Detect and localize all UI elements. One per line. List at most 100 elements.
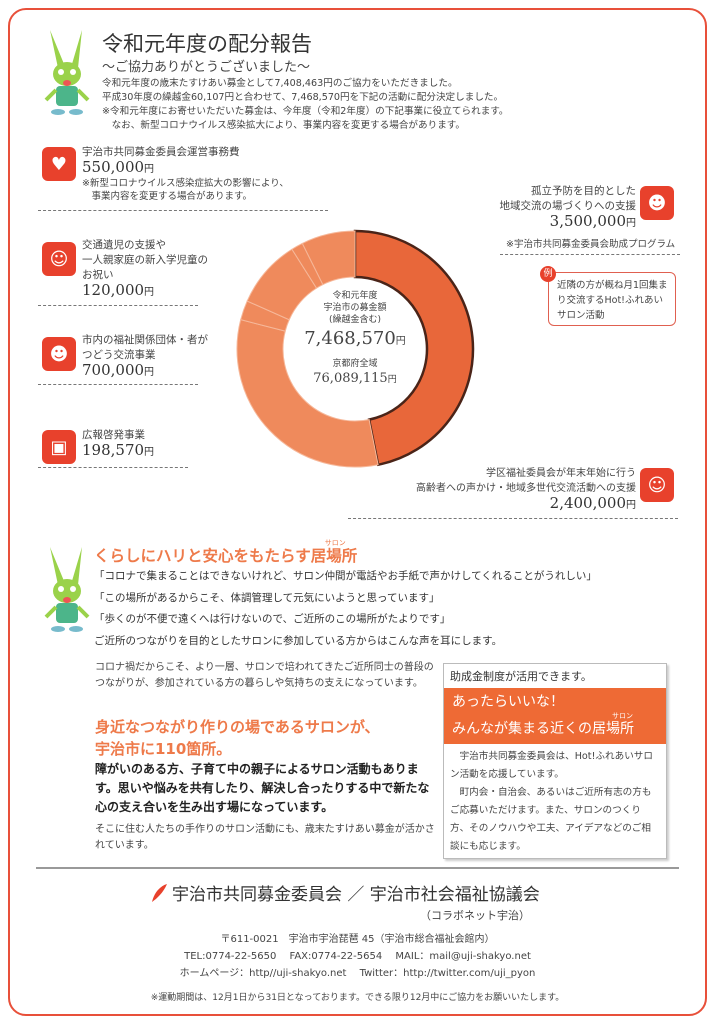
yen-unit: 円: [626, 500, 636, 511]
item-note: ※宇治市共同募金委員会助成プログラム: [506, 239, 676, 250]
yen-unit: 円: [144, 367, 155, 378]
intro-text: 令和元年度の歳末たすけあい募金として7,408,463円のご協力をいただきました…: [102, 77, 509, 133]
center-label: (繰越金含む): [328, 315, 382, 325]
donut-segment: [353, 229, 475, 467]
item-label: 孤立予防を目的とした 地域交流の場づくりへの支援: [499, 185, 637, 212]
donut-center: 令和元年度 宇治市の募金額 (繰越金含む) 7,468,570円 京都府全域 7…: [290, 290, 420, 386]
example-badge: 例: [540, 266, 556, 282]
item-label: 学区福祉委員会が年末年始に行う 高齢者への声かけ・地域多世代交流活動への支援: [416, 468, 636, 494]
quote: 「この場所があるからこそ、体調管理して元気にいようと思っています」: [94, 591, 440, 604]
group-icon: ☻: [42, 337, 76, 371]
quote: 「コロナで集まることはできないけれど、サロン仲間が電話やお手紙で声かけしてくれる…: [94, 570, 597, 582]
band-text: みんなが集まる近くの居場所: [452, 721, 634, 737]
page-subtitle: ～ご協力ありがとうございました～: [102, 60, 311, 75]
salon-title-text: くらしにハリと安心をもたらす: [94, 547, 311, 565]
footer-nickname: （コラボネット宇治）: [420, 909, 530, 922]
yen-unit: 円: [387, 375, 397, 385]
heading-line: 宇治市に110箇所。: [95, 740, 232, 758]
grant-box-head: 助成金制度が活用できます。: [450, 670, 592, 683]
presentation-icon: ▣: [42, 430, 76, 464]
center-label: 令和元年度: [332, 291, 378, 301]
donut-chart: [236, 229, 475, 468]
footer-address: 〒611-0021 宇治市宇治琵琶 45（宇治市総合福祉会館内）: [220, 934, 495, 945]
item-elderly-support: 学区福祉委員会が年末年始に行う 高齢者への声かけ・地域多世代交流活動への支援 2,…: [340, 466, 636, 513]
center-total2: 76,089,115円: [290, 371, 420, 386]
amount-value: 2,400,000: [549, 494, 626, 512]
leader-line: [38, 305, 198, 306]
item-operating-costs: 宇治市共同募金委員会運営事務費 550,000円 ※新型コロナウイルス感染症拡大の影…: [82, 145, 289, 203]
band-line: みんなが集まる近くの居場所 サロン: [452, 713, 658, 739]
amount-value: 550,000: [82, 158, 145, 176]
salon-count-heading: 身近なつながり作りの場であるサロンが、 宇治市に110箇所。: [95, 716, 380, 760]
heading-line: 身近なつながり作りの場であるサロンが、: [95, 718, 380, 736]
salon-title: くらしにハリと安心をもたらす サロン 居場所: [94, 539, 358, 566]
leader-line: [38, 210, 328, 211]
footer-contact[interactable]: TEL:0774-22-5650 FAX:0774-22-5654 MAIL：m…: [184, 951, 531, 962]
total-value: 7,468,570: [304, 328, 396, 349]
yen-unit: 円: [395, 336, 406, 347]
yen-unit: 円: [144, 164, 155, 175]
footer-period-note: ※運動期間は、12月1日から31日となっております。できる限り12月中にご協力を…: [150, 993, 565, 1003]
ruby: サロン: [324, 539, 346, 547]
item-amount: 2,400,000円: [340, 496, 636, 513]
donut-segment: [236, 319, 379, 468]
item-label: 宇治市共同募金委員会運営事務費: [82, 146, 240, 158]
item-note: ※新型コロナウイルス感染症拡大の影響により、 事業内容を変更する場合があります。: [82, 178, 289, 202]
center-label: 京都府全域: [332, 359, 378, 369]
footer-web-links[interactable]: ホームページ：http//uji-shakyo.net Twitter：http…: [179, 968, 536, 979]
example-bubble: 近隣の方が概ね月1回集まり交流するHot!ふれあいサロン活動: [548, 272, 676, 326]
child-icon: ☺: [42, 242, 76, 276]
amount-value: 120,000: [82, 281, 145, 299]
grant-info-box: 助成金制度が活用できます。 あったらいいな！ みんなが集まる近くの居場所 サロン 宇…: [443, 663, 667, 859]
amount-value: 700,000: [82, 361, 145, 379]
item-exchange-events: 市内の福祉関係団体・者が つどう交流事業 700,000円: [82, 333, 208, 380]
item-amount: 550,000円: [82, 160, 289, 177]
item-amount: 198,570円: [82, 443, 154, 460]
salon-title-ruby-word: サロン 居場所: [310, 539, 358, 565]
donut-segment: [301, 230, 356, 286]
page-frame: [8, 8, 707, 1016]
intro-line: なお、新型コロナウイルス感染拡大により、事業内容を変更する場合があります。: [102, 120, 466, 131]
group-icon: ☻: [640, 186, 674, 220]
grant-box-body: 宇治市共同募金委員会は、Hot!ふれあいサロン活動を応援しています。 町内会・自…: [444, 744, 666, 860]
leader-line: [348, 518, 678, 519]
red-feather-icon: [152, 884, 167, 902]
intro-line: 平成30年度の繰越金60,107円と合わせて、7,468,570円を下記の活動に…: [102, 92, 504, 103]
leader-line: [500, 254, 680, 255]
salon-title-word: 居場所: [310, 547, 358, 565]
salon-paragraph: そこに住む人たちの手作りのサロン活動にも、歳末たすけあい募金が活かされています。: [95, 824, 435, 851]
amount-value: 3,500,000: [549, 212, 626, 230]
quote: 「歩くのが不便で遠くへは行けないので、ご近所のこの場所がたよりです」: [94, 613, 451, 625]
item-amount: 3,500,000円: [440, 214, 636, 231]
salon-paragraph-bold: 障がいのある方、子育て中の親子によるサロン活動もあります。思いや悩みを共有したり…: [95, 762, 430, 814]
yen-unit: 円: [144, 447, 155, 458]
item-amount: 700,000円: [82, 363, 208, 380]
body-para: 宇治市共同募金委員会は、Hot!ふれあいサロン活動を応援しています。: [450, 751, 653, 780]
grant-box-band: あったらいいな！ みんなが集まる近くの居場所 サロン: [444, 688, 666, 744]
quote-summary: ご近所のつながりを目的としたサロンに参加している方からはこんな声を耳にします。: [94, 634, 503, 647]
footer-org: 宇治市共同募金委員会 ／ 宇治市社会福祉協議会: [172, 885, 540, 905]
rabbit-mascot-icon: [44, 547, 90, 632]
item-label: 広報啓発事業: [82, 429, 145, 441]
item-child-support: 交通遺児の支援や 一人親家庭の新入学児童の お祝い 120,000円: [82, 238, 208, 300]
salon-paragraph: コロナ禍だからこそ、より一層、サロンで培われてきたご近所同士の普段のつながりが、…: [95, 662, 434, 689]
band-line: あったらいいな！: [452, 694, 564, 710]
item-pr: 広報啓発事業 198,570円: [82, 428, 154, 460]
total2-value: 76,089,115: [313, 371, 388, 386]
leader-line: [38, 384, 198, 385]
item-isolation-prevention: 孤立予防を目的とした 地域交流の場づくりへの支援 3,500,000円: [440, 184, 637, 231]
rabbit-mascot-icon: [44, 30, 90, 115]
item-amount: 120,000円: [82, 283, 208, 300]
intro-line: ※令和元年度にお寄せいただいた募金は、今年度（令和2年度）の下記事業に役立てられ…: [102, 106, 509, 117]
yen-unit: 円: [144, 287, 155, 298]
amount-value: 198,570: [82, 441, 145, 459]
elderly-support-icon: ☺: [640, 468, 674, 502]
divider: [36, 867, 679, 869]
body-para: 町内会・自治会、あるいはご近所有志の方もご応募いただけます。また、サロンのつくり…: [450, 787, 652, 852]
center-label: 宇治市の募金額: [323, 303, 387, 313]
intro-line: 令和元年度の歳末たすけあい募金として7,408,463円のご協力をいただきました…: [102, 78, 458, 89]
item-label: 市内の福祉関係団体・者が つどう交流事業: [82, 334, 208, 361]
salon-quotes: 「コロナで集まることはできないけれど、サロン仲間が電話やお手紙で声かけしてくれる…: [94, 566, 597, 652]
example-text: 近隣の方が概ね月1回集まり交流するHot!ふれあいサロン活動: [557, 280, 668, 321]
item-label: 交通遺児の支援や 一人親家庭の新入学児童の お祝い: [82, 239, 208, 281]
